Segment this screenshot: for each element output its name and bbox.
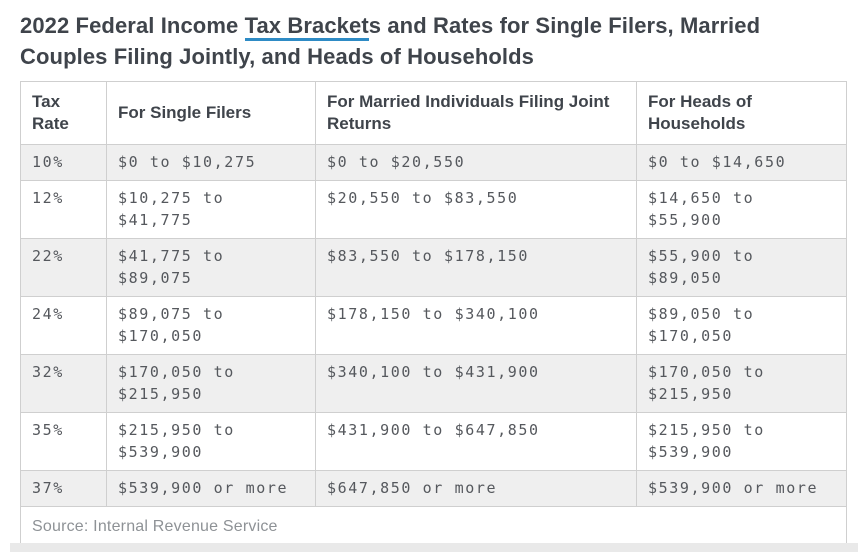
married-joint-cell: $83,550 to $178,150 — [315, 238, 637, 297]
table-row: 12% $10,275 to $41,775 $20,550 to $83,55… — [20, 180, 847, 239]
header-row: Tax Rate For Single Filers For Married I… — [20, 81, 847, 145]
married-joint-cell: $431,900 to $647,850 — [315, 412, 637, 471]
tax-rate-cell: 12% — [20, 180, 107, 239]
single-filers-cell: $539,900 or more — [106, 470, 316, 507]
tax-rate-cell: 10% — [20, 144, 107, 181]
header-single-filers: For Single Filers — [106, 81, 316, 145]
header-tax-rate: Tax Rate — [20, 81, 107, 145]
heads-of-household-cell: $89,050 to $170,050 — [636, 296, 847, 355]
title-prefix: 2022 Federal Income — [20, 13, 245, 38]
table-row: 37% $539,900 or more $647,850 or more $5… — [20, 470, 847, 507]
heads-of-household-cell: $14,650 to $55,900 — [636, 180, 847, 239]
page-title: 2022 Federal Income Tax Brackets and Rat… — [20, 10, 800, 72]
heads-of-household-cell: $215,950 to $539,900 — [636, 412, 847, 471]
heads-of-household-cell: $0 to $14,650 — [636, 144, 847, 181]
table-row: 35% $215,950 to $539,900 $431,900 to $64… — [20, 412, 847, 471]
tax-rate-cell: 22% — [20, 238, 107, 297]
tax-rate-cell: 24% — [20, 296, 107, 355]
title-suffix: s and Rates for Single Filers, Married C… — [20, 13, 761, 69]
married-joint-cell: $647,850 or more — [315, 470, 637, 507]
heads-of-household-cell: $539,900 or more — [636, 470, 847, 507]
tax-rate-cell: 37% — [20, 470, 107, 507]
married-joint-cell: $0 to $20,550 — [315, 144, 637, 181]
married-joint-cell: $20,550 to $83,550 — [315, 180, 637, 239]
table-row: 22% $41,775 to $89,075 $83,550 to $178,1… — [20, 238, 847, 297]
single-filers-cell: $215,950 to $539,900 — [106, 412, 316, 471]
bottom-divider — [10, 543, 858, 552]
tax-brackets-table: Tax Rate For Single Filers For Married I… — [20, 81, 847, 548]
heads-of-household-cell: $170,050 to $215,950 — [636, 354, 847, 413]
source-note: Source: Internal Revenue Service — [20, 506, 847, 548]
header-heads-of-household: For Heads of Households — [636, 81, 847, 145]
single-filers-cell: $170,050 to $215,950 — [106, 354, 316, 413]
single-filers-cell: $0 to $10,275 — [106, 144, 316, 181]
married-joint-cell: $178,150 to $340,100 — [315, 296, 637, 355]
table-row: 10% $0 to $10,275 $0 to $20,550 $0 to $1… — [20, 144, 847, 181]
tax-rate-cell: 32% — [20, 354, 107, 413]
tax-bracket-link[interactable]: Tax Bracket — [244, 13, 369, 41]
married-joint-cell: $340,100 to $431,900 — [315, 354, 637, 413]
heads-of-household-cell: $55,900 to $89,050 — [636, 238, 847, 297]
header-married-joint: For Married Individuals Filing Joint Ret… — [315, 81, 637, 145]
table-row: 32% $170,050 to $215,950 $340,100 to $43… — [20, 354, 847, 413]
single-filers-cell: $10,275 to $41,775 — [106, 180, 316, 239]
single-filers-cell: $89,075 to $170,050 — [106, 296, 316, 355]
tax-rate-cell: 35% — [20, 412, 107, 471]
table-row: 24% $89,075 to $170,050 $178,150 to $340… — [20, 296, 847, 355]
single-filers-cell: $41,775 to $89,075 — [106, 238, 316, 297]
source-row: Source: Internal Revenue Service — [20, 506, 847, 548]
